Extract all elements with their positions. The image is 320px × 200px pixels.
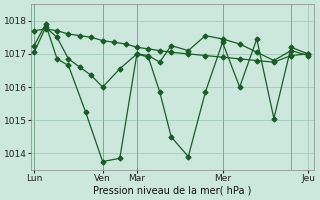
X-axis label: Pression niveau de la mer( hPa ): Pression niveau de la mer( hPa ) <box>93 186 252 196</box>
